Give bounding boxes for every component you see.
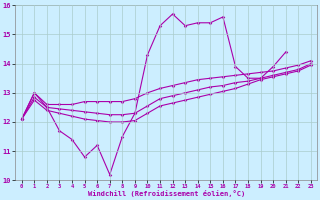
X-axis label: Windchill (Refroidissement éolien,°C): Windchill (Refroidissement éolien,°C) (88, 190, 245, 197)
